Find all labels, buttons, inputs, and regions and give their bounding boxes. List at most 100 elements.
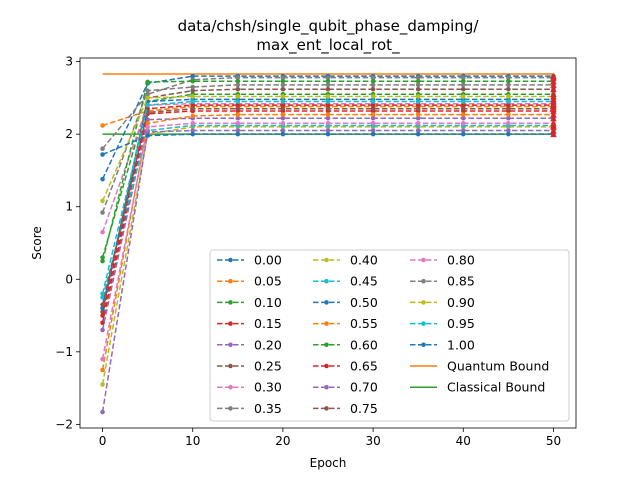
legend-item: 0.55 bbox=[313, 316, 378, 331]
series-point-19 bbox=[415, 99, 421, 104]
legend-marker bbox=[228, 363, 233, 369]
series-point-13 bbox=[100, 313, 105, 318]
series-point-16 bbox=[370, 120, 376, 126]
series-point-11 bbox=[460, 112, 466, 117]
series-point-4 bbox=[325, 115, 331, 121]
series-point-16 bbox=[235, 120, 241, 126]
series-point-13 bbox=[370, 102, 376, 108]
legend-item: 0.25 bbox=[217, 359, 282, 374]
final-marker-14 bbox=[550, 127, 557, 134]
series-point-14 bbox=[460, 128, 466, 133]
series-point-1 bbox=[100, 123, 105, 128]
legend-marker bbox=[228, 257, 233, 263]
final-marker-4 bbox=[550, 114, 557, 122]
legend-label: 0.80 bbox=[447, 253, 475, 268]
series-point-11 bbox=[370, 112, 376, 117]
series-point-17 bbox=[100, 210, 105, 215]
series-point-20 bbox=[100, 152, 105, 157]
legend-marker bbox=[421, 321, 426, 326]
series-point-11 bbox=[415, 112, 421, 117]
series-point-11 bbox=[325, 112, 331, 117]
x-tick-label: 30 bbox=[365, 434, 380, 448]
legend-marker bbox=[421, 300, 426, 305]
final-marker-16 bbox=[550, 119, 557, 127]
legend-item: Quantum Bound bbox=[410, 359, 549, 374]
series-point-20 bbox=[190, 131, 196, 137]
series-point-20 bbox=[460, 131, 466, 137]
legend-item: 0.70 bbox=[313, 380, 378, 395]
series-point-16 bbox=[460, 120, 466, 126]
legend-marker bbox=[228, 384, 233, 390]
series-point-15 bbox=[280, 106, 286, 112]
series-point-9 bbox=[100, 295, 105, 300]
series-point-11 bbox=[190, 113, 196, 119]
series-point-14 bbox=[415, 128, 421, 133]
series-point-11 bbox=[145, 120, 150, 126]
series-point-5 bbox=[506, 86, 511, 92]
series-point-19 bbox=[280, 99, 286, 104]
series-point-4 bbox=[145, 117, 150, 122]
final-marker-15 bbox=[550, 105, 557, 112]
series-point-18 bbox=[415, 94, 421, 99]
series-point-12 bbox=[460, 78, 466, 84]
series-point-15 bbox=[460, 106, 466, 112]
series-point-17 bbox=[506, 82, 511, 88]
x-tick-label: 50 bbox=[546, 434, 561, 448]
series-point-15 bbox=[415, 106, 421, 112]
series-point-18 bbox=[190, 94, 196, 99]
series-point-13 bbox=[280, 102, 286, 108]
legend-item: 0.00 bbox=[217, 253, 282, 268]
legend-label: 0.65 bbox=[350, 359, 378, 374]
series-point-13 bbox=[415, 102, 421, 108]
series-point-6 bbox=[100, 229, 105, 235]
legend-label: 0.40 bbox=[350, 253, 378, 268]
final-marker-17 bbox=[550, 81, 557, 88]
series-point-19 bbox=[235, 99, 241, 104]
legend-item: 0.85 bbox=[410, 274, 475, 289]
x-tick-label: 20 bbox=[275, 434, 290, 448]
series-point-16 bbox=[100, 356, 105, 362]
legend-box bbox=[209, 249, 570, 422]
legend-marker bbox=[228, 342, 233, 348]
legend-marker bbox=[324, 278, 329, 284]
legend-item: 0.75 bbox=[313, 401, 378, 416]
series-point-4 bbox=[415, 115, 421, 121]
legend-item: 0.65 bbox=[313, 359, 378, 374]
final-marker-20 bbox=[550, 130, 557, 138]
series-line-17 bbox=[101, 84, 554, 213]
legend-label: Classical Bound bbox=[447, 380, 545, 395]
series-point-18 bbox=[460, 94, 466, 99]
series-point-18 bbox=[100, 198, 105, 204]
series-point-0 bbox=[100, 176, 105, 182]
series-point-16 bbox=[506, 120, 511, 126]
legend-marker bbox=[421, 278, 426, 284]
legend-item: Classical Bound bbox=[410, 380, 545, 395]
series-point-18 bbox=[370, 94, 376, 99]
legend-label: 0.50 bbox=[350, 295, 378, 310]
series-point-20 bbox=[280, 131, 286, 137]
series-point-17 bbox=[415, 82, 421, 88]
series-point-4 bbox=[460, 115, 466, 121]
legend-item: 0.35 bbox=[217, 401, 282, 416]
series-point-7 bbox=[506, 75, 511, 80]
legend-item: 0.20 bbox=[217, 337, 282, 352]
legend-label: 0.70 bbox=[350, 380, 378, 395]
series-point-5 bbox=[235, 86, 241, 92]
legend-marker bbox=[324, 257, 329, 263]
legend-label: 0.30 bbox=[254, 380, 282, 395]
series-point-15 bbox=[370, 106, 376, 112]
series-point-18 bbox=[506, 94, 511, 99]
legend-label: 0.85 bbox=[447, 274, 475, 289]
final-marker-13 bbox=[550, 101, 557, 109]
series-point-7 bbox=[460, 75, 466, 80]
final-marker-19 bbox=[550, 98, 557, 105]
series-point-18 bbox=[145, 95, 150, 101]
legend-marker bbox=[421, 342, 426, 348]
series-point-15 bbox=[506, 106, 511, 112]
legend-label: 1.00 bbox=[447, 337, 475, 352]
series-point-7 bbox=[325, 75, 331, 80]
series-point-17 bbox=[460, 82, 466, 88]
series-point-5 bbox=[190, 88, 196, 93]
y-axis-label: Score bbox=[30, 226, 44, 260]
series-point-4 bbox=[506, 115, 511, 121]
